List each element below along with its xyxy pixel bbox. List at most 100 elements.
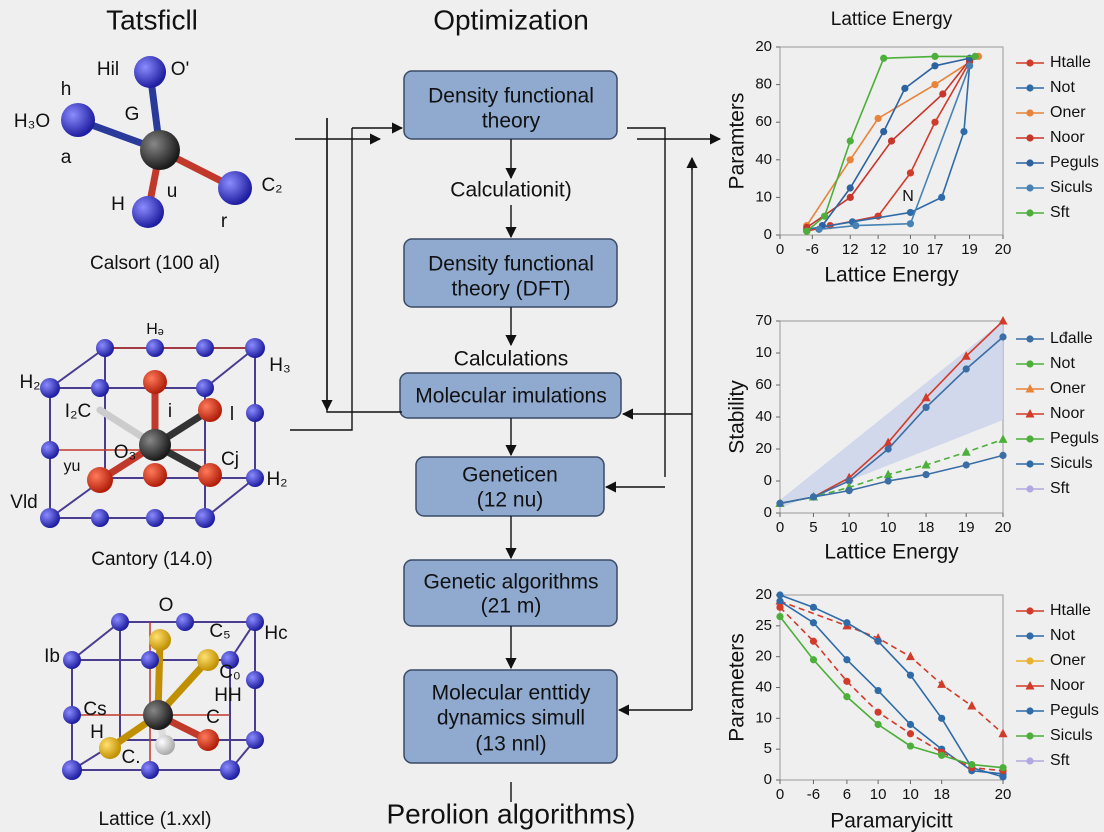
y-tick-label: 10 — [755, 188, 772, 205]
data-point — [809, 656, 818, 664]
box-text: Molecular imulations — [415, 385, 606, 408]
legend-label: Siculs — [1050, 455, 1093, 472]
atom-label: I₂C — [65, 401, 91, 422]
legend-label: Peguls — [1050, 702, 1099, 719]
y-tick-label: 10 — [755, 709, 772, 726]
x-tick-label: 18 — [933, 786, 950, 803]
legend-label: Peguls — [1050, 154, 1099, 171]
caption: Calsort (100 al) — [90, 253, 220, 274]
step-label: Calculations — [454, 348, 568, 371]
data-point — [921, 392, 931, 402]
atom-label: O₃ — [114, 442, 137, 463]
y-tick-label: 25 — [755, 617, 772, 634]
atom-label: Cs — [83, 699, 106, 720]
column-title: Optimization — [433, 4, 589, 35]
x-tick-label: 20 — [995, 786, 1012, 803]
data-point — [880, 128, 888, 136]
data-point — [843, 656, 851, 664]
legend-marker — [1026, 485, 1034, 493]
atom-label: r — [221, 211, 228, 232]
data-point — [931, 62, 939, 70]
x-tick-label: 0 — [776, 786, 784, 803]
data-point — [937, 679, 947, 688]
series-line — [806, 55, 976, 232]
process-box — [403, 669, 618, 764]
data-point — [922, 471, 930, 479]
x-tick-label: 19 — [961, 241, 978, 258]
data-point — [965, 62, 974, 70]
data-point — [887, 137, 896, 145]
x-tick-label: -6 — [806, 241, 819, 258]
data-point — [938, 751, 946, 759]
chart-title: Lattice Energy — [831, 9, 953, 30]
data-point — [846, 184, 854, 192]
data-point — [931, 81, 939, 89]
x-tick-label: 19 — [958, 519, 975, 536]
x-tick-label: 17 — [927, 241, 944, 258]
y-tick-label: 40 — [755, 408, 772, 425]
y-axis-label: Parameters — [726, 633, 749, 742]
molecule — [61, 56, 252, 228]
atom-label: Vld — [10, 492, 37, 513]
series-line — [818, 65, 971, 231]
atom-label: C₅ — [209, 621, 230, 642]
data-point — [906, 220, 915, 228]
legend-marker — [1026, 632, 1034, 640]
legend-marker — [1026, 59, 1034, 67]
series-line — [779, 600, 1004, 775]
legend-label: Htalle — [1050, 602, 1091, 619]
atom-label: H₃O — [14, 111, 50, 132]
series-line — [779, 594, 1004, 778]
y-tick-label: 0 — [764, 504, 772, 521]
y-tick-label: 10 — [755, 344, 772, 361]
data-point — [845, 477, 853, 485]
y-axis-label: Paramters — [726, 93, 749, 190]
series-line — [779, 616, 1004, 769]
legend-marker — [1026, 460, 1034, 468]
data-point — [809, 603, 818, 611]
data-point — [906, 169, 915, 177]
data-point — [884, 477, 892, 485]
column-title: Tatsficll — [106, 4, 198, 35]
data-point — [843, 693, 851, 701]
y-axis-label: Stability — [726, 380, 749, 454]
data-point — [938, 714, 946, 722]
legend-marker — [1025, 384, 1035, 393]
data-point — [906, 742, 915, 750]
legend-marker — [1025, 409, 1035, 418]
data-point — [852, 222, 860, 230]
y-tick-label: 40 — [755, 678, 772, 695]
y-tick-label: 5 — [764, 740, 772, 757]
box-text: Density functional — [428, 85, 594, 108]
legend-marker — [1026, 84, 1034, 92]
data-point — [803, 227, 811, 235]
data-point — [883, 469, 893, 479]
legend-label: Noor — [1050, 129, 1085, 146]
data-point — [938, 193, 946, 201]
atom-label: h — [61, 79, 72, 100]
atom-label: H₃ — [269, 355, 290, 376]
box-text: Molecular enttidy — [432, 682, 591, 705]
connectors — [290, 118, 722, 802]
step-label: Calculationit) — [450, 179, 571, 202]
y-tick-label: 20 — [755, 440, 772, 457]
caption: Lattice (1.xxl) — [99, 809, 212, 830]
process-box — [415, 456, 605, 517]
legend-marker — [1026, 184, 1034, 192]
data-point — [999, 451, 1007, 459]
atom-label: G — [125, 104, 140, 125]
legend-label: Oner — [1050, 380, 1086, 397]
legend-label: Not — [1050, 627, 1075, 644]
atom-label: l — [230, 404, 234, 425]
legend-label: Not — [1050, 355, 1075, 372]
y-tick-label: 20 — [755, 38, 772, 55]
legend-marker — [1026, 757, 1034, 765]
series-line — [806, 65, 971, 231]
annotation: N — [902, 188, 914, 205]
data-point — [971, 52, 979, 61]
legend-marker — [1026, 360, 1034, 368]
data-point — [874, 114, 882, 123]
x-tick-label: 10 — [841, 519, 858, 536]
data-point — [967, 701, 977, 710]
y-tick-label: 20 — [755, 648, 772, 665]
